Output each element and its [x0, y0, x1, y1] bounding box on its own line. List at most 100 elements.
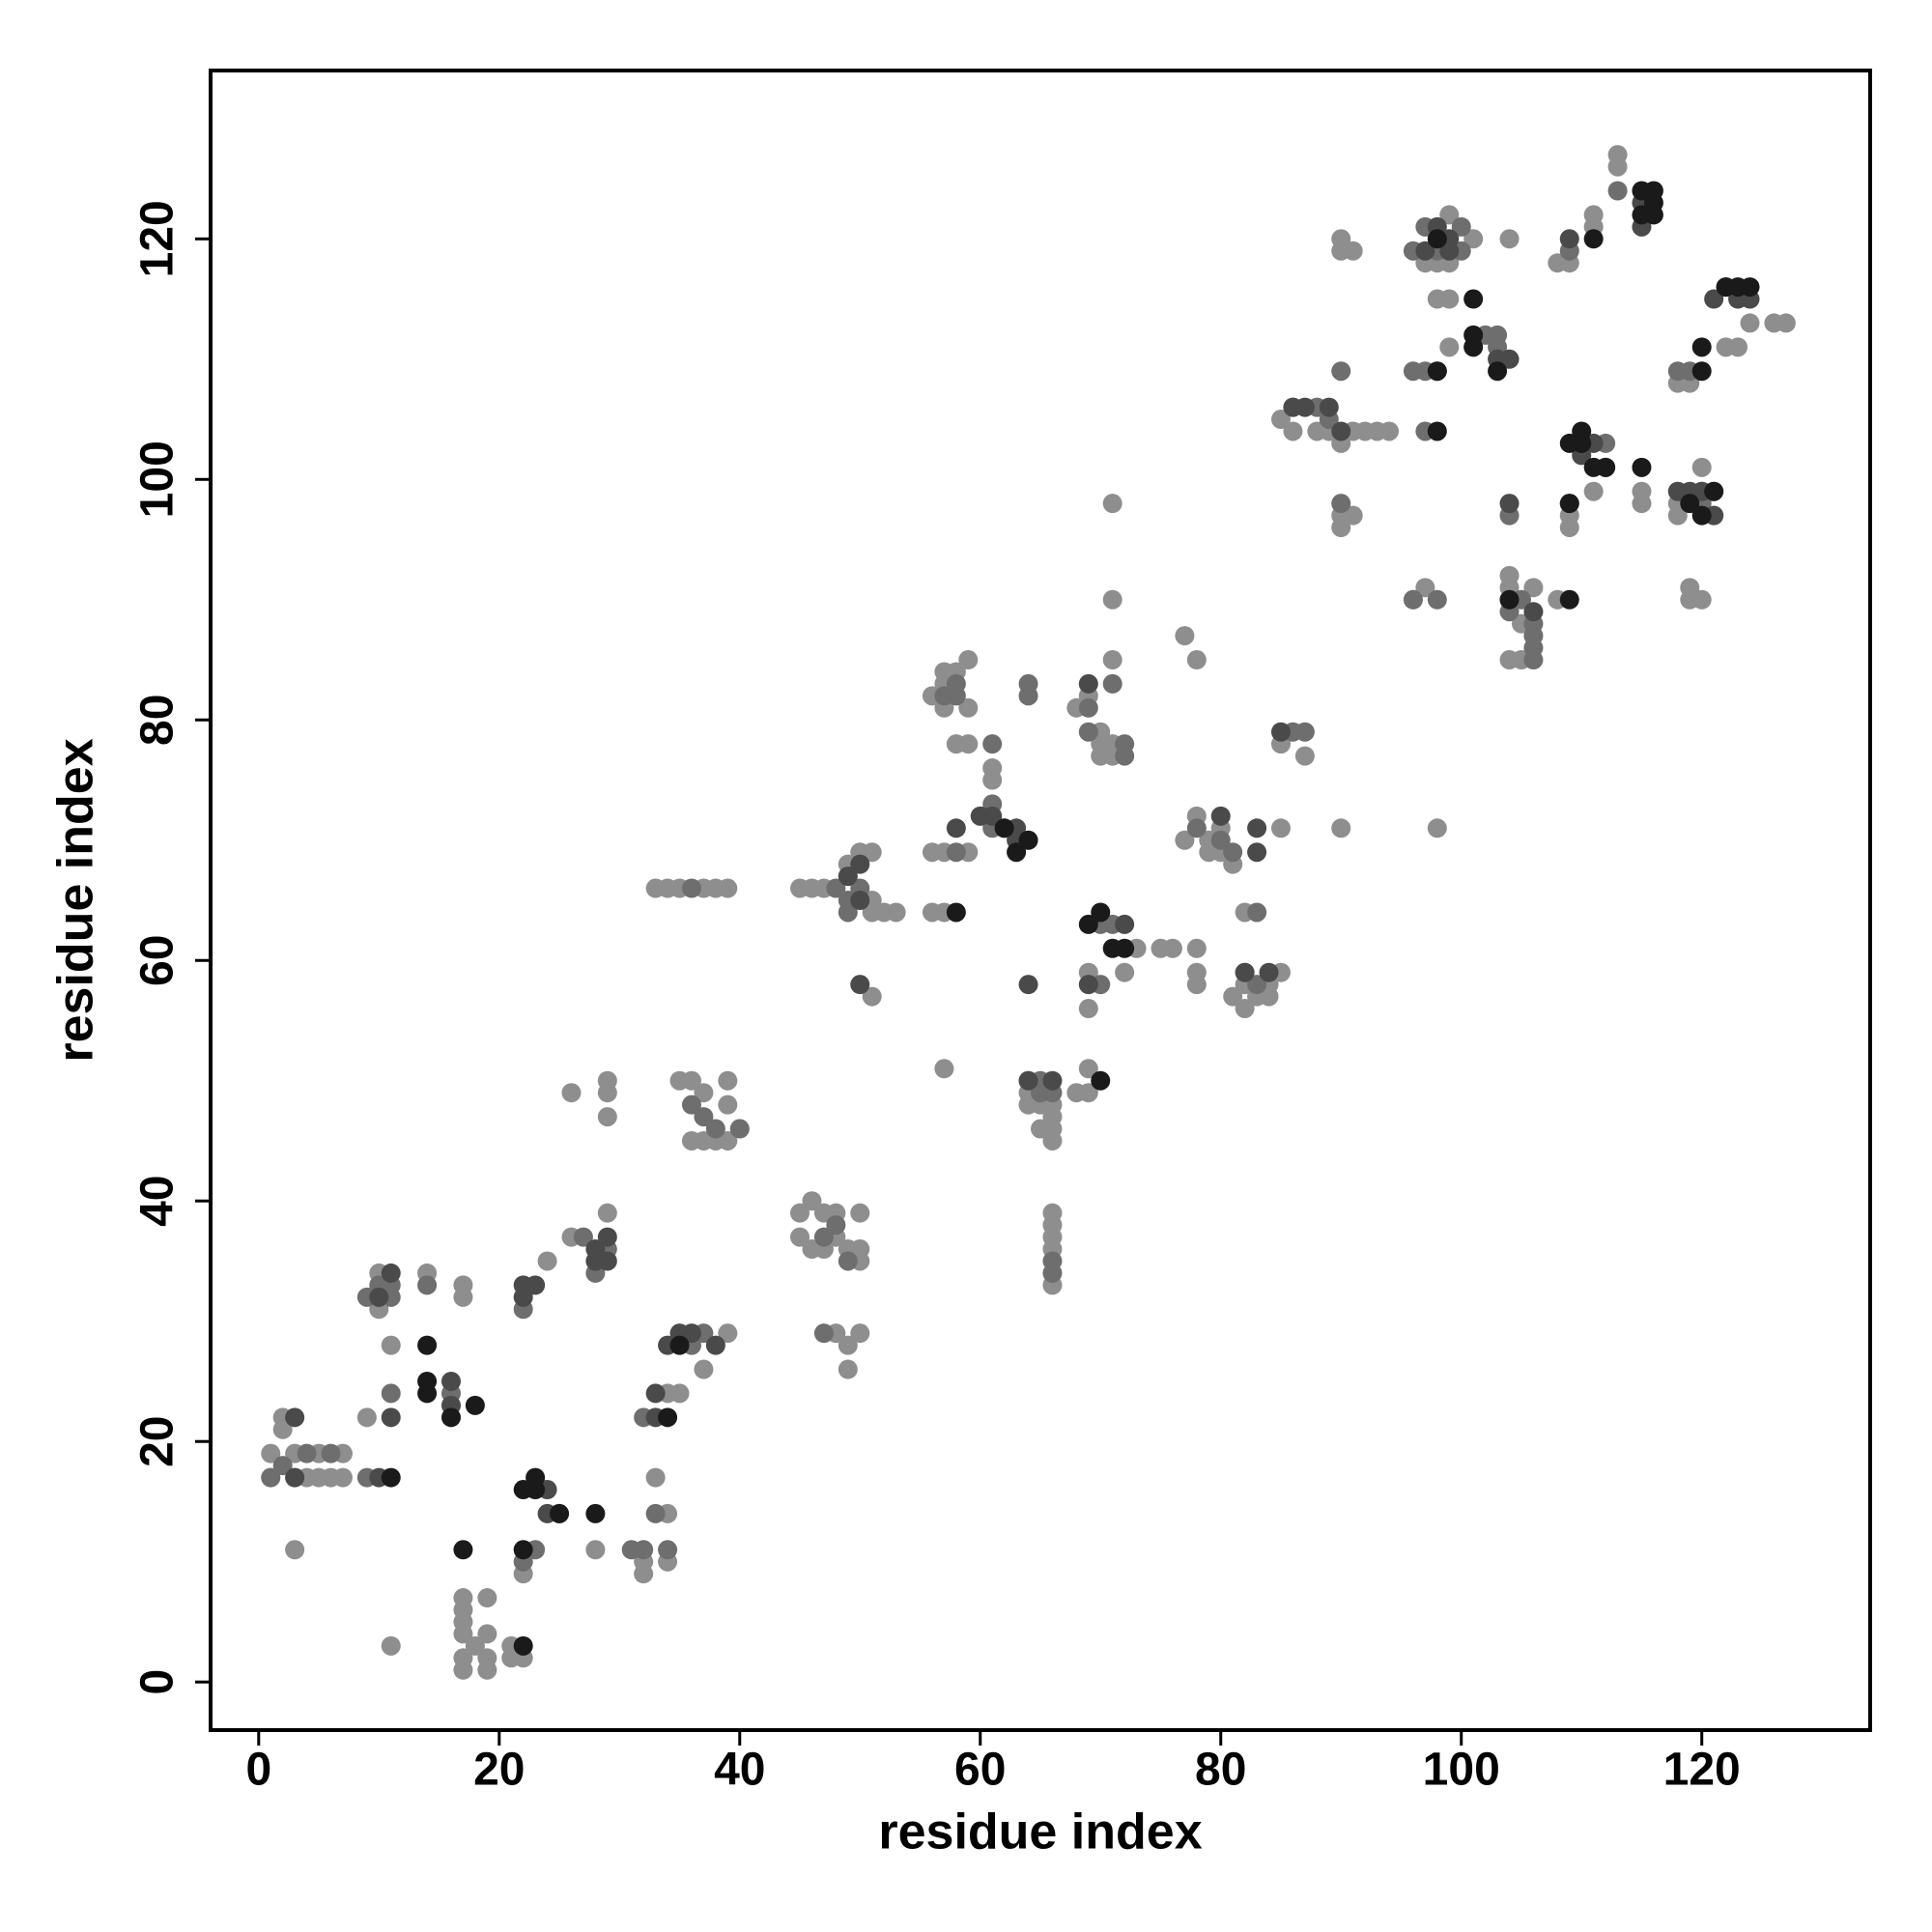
point: [1102, 589, 1122, 610]
point: [1523, 602, 1544, 622]
point: [597, 1070, 617, 1091]
point: [285, 1467, 305, 1488]
point: [1210, 830, 1231, 850]
point: [813, 1323, 834, 1344]
point: [1331, 361, 1351, 382]
point: [718, 1094, 738, 1115]
point: [1091, 902, 1111, 923]
point: [705, 1335, 725, 1355]
point: [694, 1107, 714, 1127]
point: [1439, 205, 1460, 225]
point: [526, 1275, 546, 1295]
point: [1186, 938, 1207, 958]
point: [1415, 241, 1435, 261]
point: [597, 1251, 617, 1271]
point: [958, 697, 979, 718]
point: [381, 1335, 401, 1355]
point: [1115, 734, 1135, 754]
point: [634, 1540, 654, 1560]
point: [850, 975, 870, 995]
point: [669, 1383, 690, 1404]
point: [453, 1540, 473, 1560]
point: [645, 1503, 666, 1523]
point: [1691, 361, 1712, 382]
x-tick-label: 20: [473, 1745, 525, 1796]
point: [1162, 938, 1182, 958]
point: [1583, 481, 1604, 501]
point: [465, 1635, 485, 1656]
point: [261, 1443, 281, 1463]
point: [1463, 337, 1484, 357]
x-tick-label: 120: [1663, 1745, 1741, 1796]
point: [790, 1203, 810, 1223]
point: [1175, 830, 1195, 850]
point: [1607, 181, 1628, 201]
point: [1559, 518, 1579, 538]
point: [1115, 962, 1135, 982]
point: [681, 1323, 701, 1344]
point: [585, 1503, 606, 1523]
point: [1042, 1251, 1063, 1271]
point: [694, 1083, 714, 1103]
point: [982, 806, 1003, 826]
point: [1343, 241, 1363, 261]
point: [718, 878, 738, 898]
point: [1078, 722, 1098, 742]
point: [1078, 697, 1098, 718]
point: [1319, 397, 1339, 417]
y-tick-label: 20: [132, 1416, 184, 1467]
point: [453, 1588, 473, 1608]
point: [850, 854, 870, 874]
point: [1235, 962, 1255, 982]
point: [669, 1335, 690, 1355]
point: [1403, 589, 1423, 610]
point: [838, 1359, 858, 1379]
point: [381, 1263, 401, 1283]
point: [994, 818, 1014, 838]
point: [958, 734, 979, 754]
point: [1102, 938, 1122, 958]
plot-frame: [209, 69, 1872, 1732]
point: [1007, 842, 1027, 863]
point: [1294, 746, 1315, 766]
point: [1451, 216, 1471, 237]
point: [1583, 205, 1604, 225]
point: [802, 1239, 822, 1260]
point: [1018, 975, 1038, 995]
point: [1379, 421, 1400, 441]
point: [1704, 289, 1724, 309]
point: [1091, 1070, 1111, 1091]
point: [1247, 975, 1267, 995]
point: [790, 1227, 810, 1247]
point: [1559, 494, 1579, 514]
y-tick-label: 80: [132, 695, 184, 746]
point: [1018, 1070, 1038, 1091]
point: [1078, 975, 1098, 995]
x-tick-label: 60: [954, 1745, 1006, 1796]
point: [513, 1540, 533, 1560]
point: [1680, 494, 1700, 514]
point: [1223, 842, 1243, 863]
point: [658, 1540, 678, 1560]
point: [1643, 181, 1663, 201]
point: [1559, 589, 1579, 610]
point: [285, 1540, 305, 1560]
point: [477, 1588, 497, 1608]
point: [1499, 589, 1520, 610]
point: [1247, 818, 1267, 838]
point: [1740, 277, 1760, 298]
point: [381, 1383, 401, 1404]
point: [1667, 361, 1688, 382]
point: [694, 1359, 714, 1379]
point: [526, 1480, 546, 1500]
point: [1776, 313, 1796, 333]
point: [440, 1407, 461, 1428]
point: [1247, 902, 1267, 923]
point: [537, 1251, 557, 1271]
point: [1691, 589, 1712, 610]
point: [1175, 626, 1195, 646]
x-tick-label: 0: [245, 1745, 271, 1796]
point: [1499, 565, 1520, 585]
point: [465, 1395, 485, 1415]
point: [946, 842, 966, 863]
